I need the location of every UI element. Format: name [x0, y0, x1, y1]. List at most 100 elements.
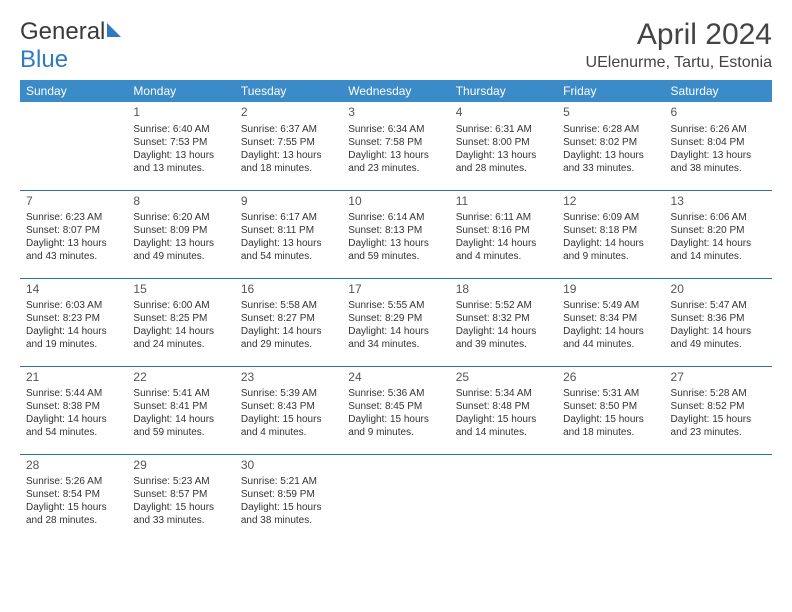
calendar-cell: 22Sunrise: 5:41 AMSunset: 8:41 PMDayligh… [127, 366, 234, 454]
daylight-text: Daylight: 13 hours and 23 minutes. [348, 149, 443, 175]
sunset-text: Sunset: 8:52 PM [671, 400, 766, 413]
day-number: 28 [26, 458, 121, 474]
day-number: 19 [563, 282, 658, 298]
weekday-monday: Monday [127, 80, 234, 102]
day-number: 1 [133, 105, 228, 121]
calendar-cell: 12Sunrise: 6:09 AMSunset: 8:18 PMDayligh… [557, 190, 664, 278]
logo-word2: Blue [20, 46, 68, 73]
sunset-text: Sunset: 8:16 PM [456, 224, 551, 237]
day-number: 24 [348, 370, 443, 386]
sunrise-text: Sunrise: 6:23 AM [26, 211, 121, 224]
daylight-text: Daylight: 13 hours and 18 minutes. [241, 149, 336, 175]
sunset-text: Sunset: 7:53 PM [133, 136, 228, 149]
day-number: 9 [241, 194, 336, 210]
sunset-text: Sunset: 8:07 PM [26, 224, 121, 237]
sunrise-text: Sunrise: 5:41 AM [133, 387, 228, 400]
calendar-row: 14Sunrise: 6:03 AMSunset: 8:23 PMDayligh… [20, 278, 772, 366]
calendar-cell: 5Sunrise: 6:28 AMSunset: 8:02 PMDaylight… [557, 102, 664, 190]
daylight-text: Daylight: 14 hours and 9 minutes. [563, 237, 658, 263]
sunset-text: Sunset: 8:20 PM [671, 224, 766, 237]
calendar-cell [665, 454, 772, 542]
calendar-table: Sunday Monday Tuesday Wednesday Thursday… [20, 80, 772, 542]
day-number: 18 [456, 282, 551, 298]
daylight-text: Daylight: 15 hours and 4 minutes. [241, 413, 336, 439]
sunrise-text: Sunrise: 5:52 AM [456, 299, 551, 312]
calendar-cell: 18Sunrise: 5:52 AMSunset: 8:32 PMDayligh… [450, 278, 557, 366]
calendar-cell [557, 454, 664, 542]
calendar-cell: 8Sunrise: 6:20 AMSunset: 8:09 PMDaylight… [127, 190, 234, 278]
calendar-cell: 23Sunrise: 5:39 AMSunset: 8:43 PMDayligh… [235, 366, 342, 454]
location-text: UElenurme, Tartu, Estonia [586, 54, 772, 72]
weekday-tuesday: Tuesday [235, 80, 342, 102]
sunrise-text: Sunrise: 6:28 AM [563, 123, 658, 136]
day-number: 3 [348, 105, 443, 121]
sunrise-text: Sunrise: 6:09 AM [563, 211, 658, 224]
daylight-text: Daylight: 14 hours and 54 minutes. [26, 413, 121, 439]
sunset-text: Sunset: 8:04 PM [671, 136, 766, 149]
calendar-cell: 20Sunrise: 5:47 AMSunset: 8:36 PMDayligh… [665, 278, 772, 366]
sunset-text: Sunset: 8:36 PM [671, 312, 766, 325]
header: General Blue April 2024 UElenurme, Tartu… [20, 18, 772, 74]
sunrise-text: Sunrise: 5:21 AM [241, 475, 336, 488]
day-number: 14 [26, 282, 121, 298]
sunset-text: Sunset: 8:41 PM [133, 400, 228, 413]
daylight-text: Daylight: 14 hours and 24 minutes. [133, 325, 228, 351]
calendar-cell: 26Sunrise: 5:31 AMSunset: 8:50 PMDayligh… [557, 366, 664, 454]
day-number: 26 [563, 370, 658, 386]
logo: General Blue [20, 18, 127, 74]
calendar-cell: 4Sunrise: 6:31 AMSunset: 8:00 PMDaylight… [450, 102, 557, 190]
sunrise-text: Sunrise: 6:03 AM [26, 299, 121, 312]
sunset-text: Sunset: 8:27 PM [241, 312, 336, 325]
sunset-text: Sunset: 8:00 PM [456, 136, 551, 149]
sunset-text: Sunset: 8:29 PM [348, 312, 443, 325]
day-number: 17 [348, 282, 443, 298]
daylight-text: Daylight: 13 hours and 59 minutes. [348, 237, 443, 263]
daylight-text: Daylight: 14 hours and 4 minutes. [456, 237, 551, 263]
calendar-cell: 11Sunrise: 6:11 AMSunset: 8:16 PMDayligh… [450, 190, 557, 278]
sunrise-text: Sunrise: 6:31 AM [456, 123, 551, 136]
daylight-text: Daylight: 15 hours and 28 minutes. [26, 501, 121, 527]
day-number: 7 [26, 194, 121, 210]
sunrise-text: Sunrise: 5:58 AM [241, 299, 336, 312]
calendar-cell: 28Sunrise: 5:26 AMSunset: 8:54 PMDayligh… [20, 454, 127, 542]
sunrise-text: Sunrise: 6:40 AM [133, 123, 228, 136]
sunrise-text: Sunrise: 5:49 AM [563, 299, 658, 312]
daylight-text: Daylight: 14 hours and 14 minutes. [671, 237, 766, 263]
daylight-text: Daylight: 15 hours and 9 minutes. [348, 413, 443, 439]
daylight-text: Daylight: 14 hours and 49 minutes. [671, 325, 766, 351]
sunset-text: Sunset: 8:11 PM [241, 224, 336, 237]
sunrise-text: Sunrise: 5:23 AM [133, 475, 228, 488]
calendar-cell: 15Sunrise: 6:00 AMSunset: 8:25 PMDayligh… [127, 278, 234, 366]
sunset-text: Sunset: 8:18 PM [563, 224, 658, 237]
calendar-cell: 6Sunrise: 6:26 AMSunset: 8:04 PMDaylight… [665, 102, 772, 190]
title-block: April 2024 UElenurme, Tartu, Estonia [586, 18, 772, 72]
weekday-header-row: Sunday Monday Tuesday Wednesday Thursday… [20, 80, 772, 102]
calendar-cell [342, 454, 449, 542]
sunset-text: Sunset: 8:13 PM [348, 224, 443, 237]
calendar-cell: 1Sunrise: 6:40 AMSunset: 7:53 PMDaylight… [127, 102, 234, 190]
sunrise-text: Sunrise: 5:31 AM [563, 387, 658, 400]
sunrise-text: Sunrise: 6:20 AM [133, 211, 228, 224]
calendar-cell: 21Sunrise: 5:44 AMSunset: 8:38 PMDayligh… [20, 366, 127, 454]
logo-sail-icon [105, 18, 127, 46]
daylight-text: Daylight: 13 hours and 38 minutes. [671, 149, 766, 175]
sunrise-text: Sunrise: 6:34 AM [348, 123, 443, 136]
sunrise-text: Sunrise: 5:28 AM [671, 387, 766, 400]
calendar-cell: 27Sunrise: 5:28 AMSunset: 8:52 PMDayligh… [665, 366, 772, 454]
page-title: April 2024 [586, 18, 772, 52]
sunrise-text: Sunrise: 5:26 AM [26, 475, 121, 488]
weekday-wednesday: Wednesday [342, 80, 449, 102]
calendar-cell: 19Sunrise: 5:49 AMSunset: 8:34 PMDayligh… [557, 278, 664, 366]
calendar-row: 7Sunrise: 6:23 AMSunset: 8:07 PMDaylight… [20, 190, 772, 278]
sunrise-text: Sunrise: 5:39 AM [241, 387, 336, 400]
sunrise-text: Sunrise: 5:44 AM [26, 387, 121, 400]
daylight-text: Daylight: 14 hours and 29 minutes. [241, 325, 336, 351]
day-number: 6 [671, 105, 766, 121]
calendar-cell: 16Sunrise: 5:58 AMSunset: 8:27 PMDayligh… [235, 278, 342, 366]
day-number: 29 [133, 458, 228, 474]
daylight-text: Daylight: 13 hours and 43 minutes. [26, 237, 121, 263]
sunset-text: Sunset: 8:32 PM [456, 312, 551, 325]
daylight-text: Daylight: 13 hours and 49 minutes. [133, 237, 228, 263]
weekday-saturday: Saturday [665, 80, 772, 102]
calendar-cell: 10Sunrise: 6:14 AMSunset: 8:13 PMDayligh… [342, 190, 449, 278]
